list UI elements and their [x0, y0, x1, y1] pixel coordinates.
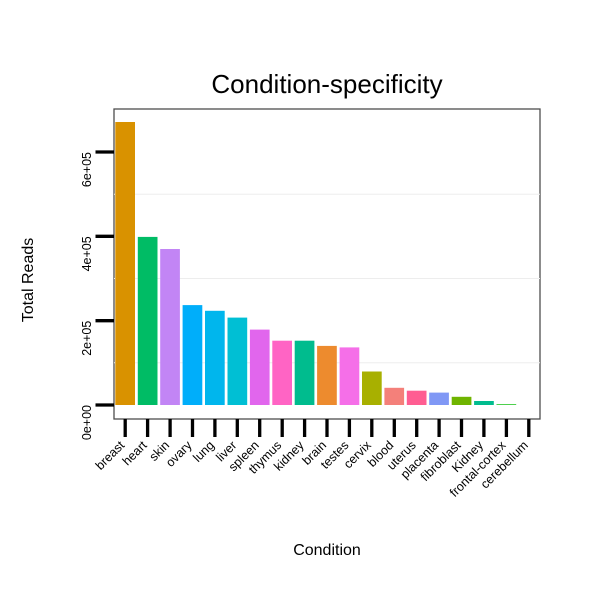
svg-text:2e+05: 2e+05 — [80, 321, 94, 356]
svg-text:0e+00: 0e+00 — [80, 405, 94, 440]
svg-text:Condition: Condition — [293, 542, 361, 559]
svg-text:Total Reads: Total Reads — [20, 238, 37, 323]
svg-text:4e+05: 4e+05 — [80, 236, 94, 271]
svg-text:6e+05: 6e+05 — [80, 152, 94, 187]
svg-text:Condition-specificity: Condition-specificity — [211, 69, 442, 99]
